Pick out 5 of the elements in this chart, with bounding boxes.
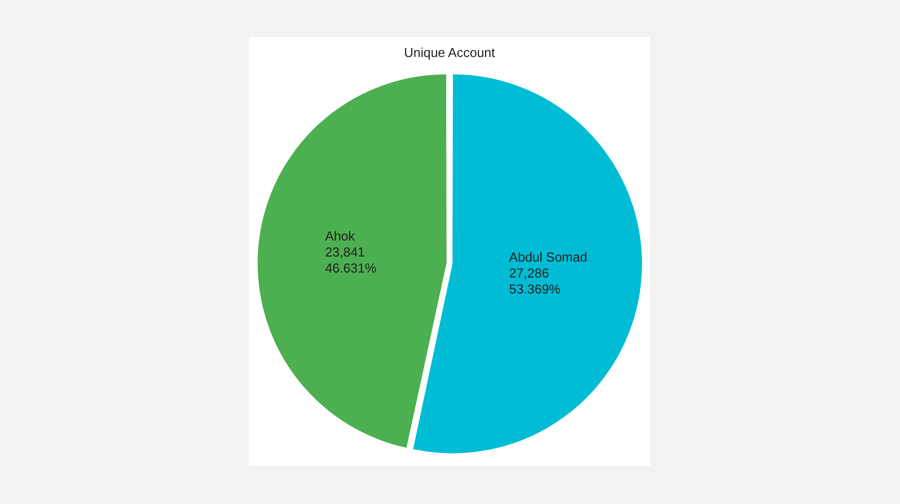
slice-label: Ahok bbox=[325, 228, 356, 244]
chart-title: Unique Account bbox=[402, 45, 496, 60]
data-label: 23,841 46.631% bbox=[325, 244, 377, 276]
data-label: 27,286 53.369% bbox=[509, 266, 561, 297]
slice-label: Abdul Somad bbox=[509, 250, 588, 265]
